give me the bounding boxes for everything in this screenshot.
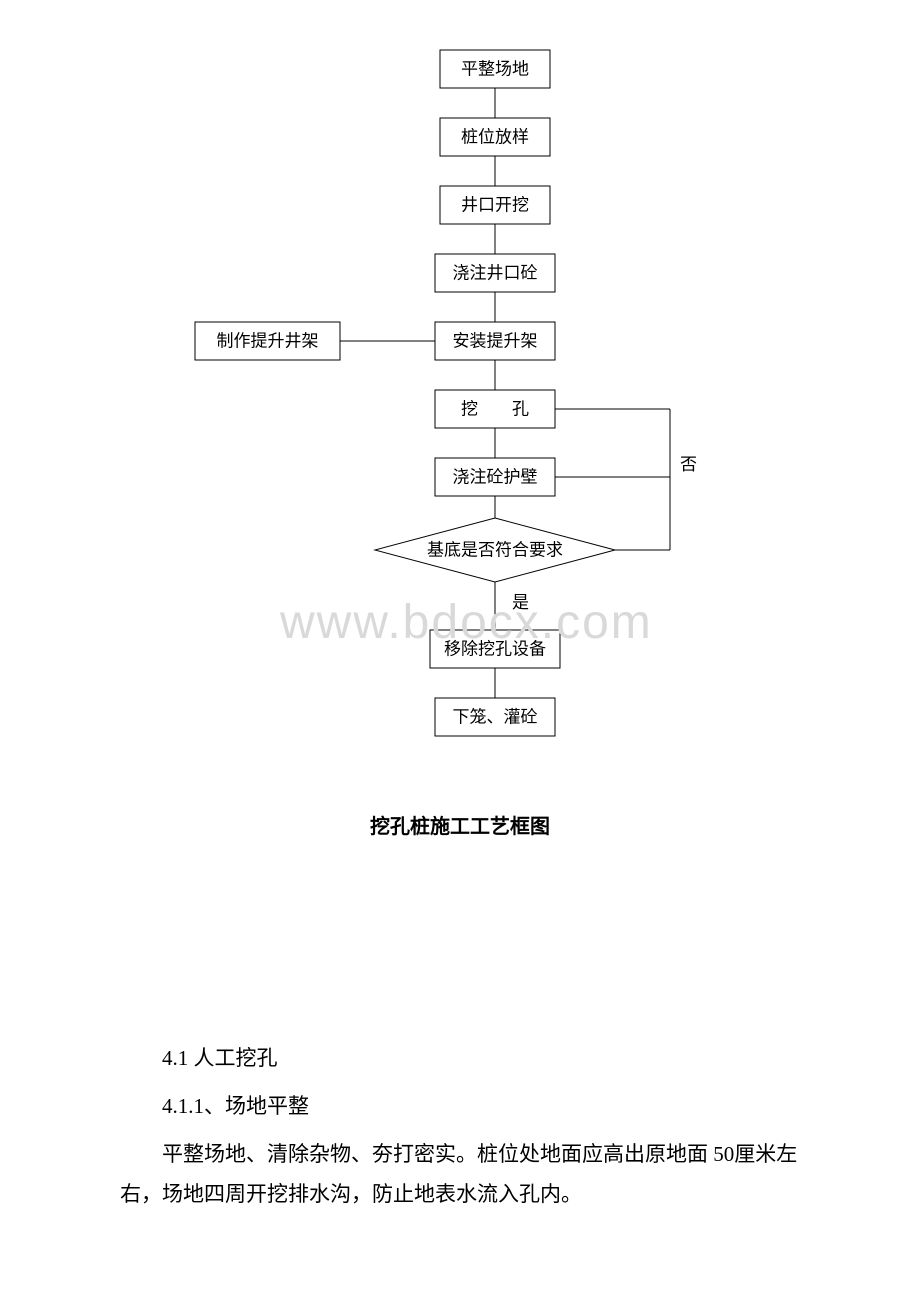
- section-heading-4-1: 4.1 人工挖孔: [120, 1039, 800, 1079]
- flowchart-container: 是 否 平整场地桩位放样井口开挖浇注井口砼安装提升架 制作提升井架挖 孔浇注砼护壁基底…: [0, 40, 920, 780]
- svg-text:下笼、灌砼: 下笼、灌砼: [453, 708, 538, 727]
- svg-text:浇注砼护壁: 浇注砼护壁: [453, 468, 538, 487]
- svg-text:基底是否符合要求: 基底是否符合要求: [427, 541, 563, 560]
- section-heading-4-1-1: 4.1.1、场地平整: [120, 1087, 800, 1127]
- svg-text:挖 孔: 挖 孔: [461, 400, 529, 419]
- flowchart-caption: 挖孔桩施工工艺框图: [0, 810, 920, 839]
- paragraph-body: 平整场地、清除杂物、夯打密实。桩位处地面应高出原地面 50厘米左右，场地四周开挖…: [120, 1135, 800, 1215]
- svg-text:制作提升井架: 制作提升井架: [217, 332, 319, 351]
- svg-text:井口开挖: 井口开挖: [461, 196, 529, 215]
- flowchart-svg: 是 否 平整场地桩位放样井口开挖浇注井口砼安装提升架 制作提升井架挖 孔浇注砼护壁基底…: [140, 40, 780, 780]
- body-text: 4.1 人工挖孔 4.1.1、场地平整 平整场地、清除杂物、夯打密实。桩位处地面…: [0, 1039, 920, 1215]
- page-root: 是 否 平整场地桩位放样井口开挖浇注井口砼安装提升架 制作提升井架挖 孔浇注砼护壁基底…: [0, 0, 920, 1263]
- svg-text:移除挖孔设备: 移除挖孔设备: [444, 640, 546, 659]
- svg-text:安装提升架: 安装提升架: [453, 332, 538, 351]
- svg-text:浇注井口砼: 浇注井口砼: [453, 264, 538, 283]
- svg-text:否: 否: [680, 455, 697, 474]
- svg-text:是: 是: [512, 593, 529, 612]
- svg-text:桩位放样: 桩位放样: [461, 128, 529, 147]
- svg-text:平整场地: 平整场地: [461, 60, 529, 79]
